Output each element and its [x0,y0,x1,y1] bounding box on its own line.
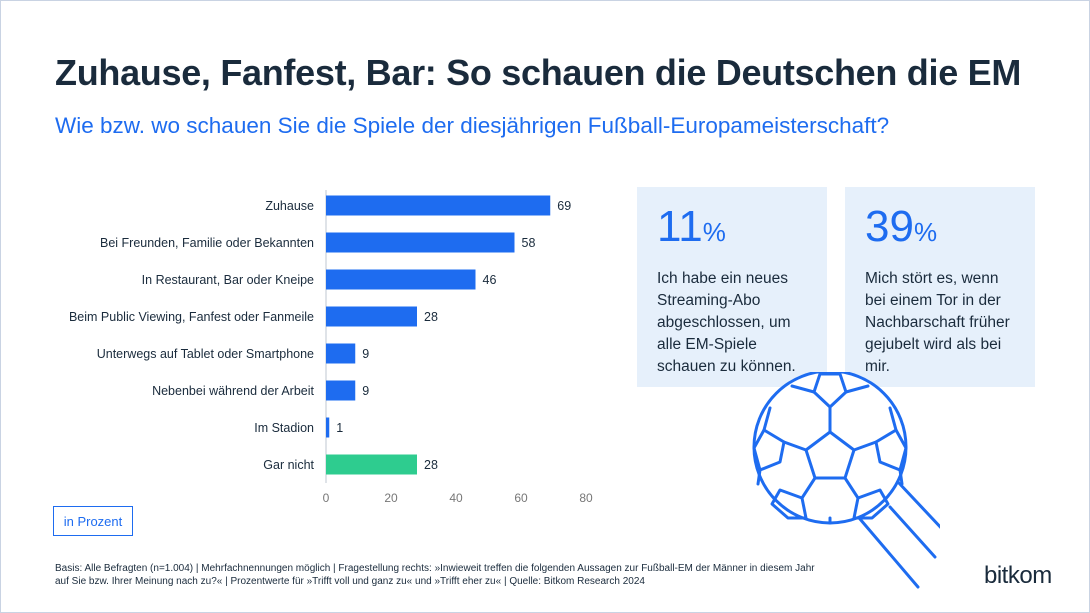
stat-value: 39% [865,203,1015,256]
page-subtitle: Wie bzw. wo schauen Sie die Spiele der d… [55,113,890,138]
bar [326,195,551,216]
category-label: Unterwegs auf Tablet oder Smartphone [97,347,314,361]
stat-text: Mich stört es, wenn bei einem Tor in der… [865,270,1010,375]
bar-chart: Zuhause 69 Bei Freunden, Familie oder Beka… [69,190,593,505]
stat-number: 39 [865,202,914,251]
stat-text: Ich habe ein neues Streaming-Abo abgesch… [657,270,796,375]
stat-unit: % [913,217,938,247]
bar [326,306,417,327]
x-tick-label: 60 [514,491,528,505]
bitkom-logo: bitkom [984,562,1052,589]
data-label: 58 [522,236,536,250]
page-title: Zuhause, Fanfest, Bar: So schauen die De… [55,52,1022,93]
category-label: Zuhause [265,199,314,213]
x-tick-label: 20 [384,491,398,505]
bar [326,343,356,364]
category-label: Bei Freunden, Familie oder Bekannten [100,236,314,250]
bar [326,269,476,290]
data-label: 9 [362,384,369,398]
bar [326,454,417,475]
x-tick-label: 40 [449,491,463,505]
category-label: Gar nicht [263,458,314,472]
bar [326,417,330,438]
category-label: Im Stadion [254,421,314,435]
stat-card-cheering: 39% Mich stört es, wenn bei einem Tor in… [845,187,1035,387]
stat-value: 11% [657,203,807,256]
category-label: Beim Public Viewing, Fanfest oder Fanmei… [69,310,314,324]
stat-number: 11 [657,202,703,251]
stat-unit: % [702,217,726,247]
bar [326,380,356,401]
x-tick-label: 80 [579,491,593,505]
data-label: 46 [483,273,497,287]
bar [326,232,515,253]
category-label: Nebenbei während der Arbeit [152,384,314,398]
soccer-ball-icon [752,372,940,589]
category-label: In Restaurant, Bar oder Kneipe [142,273,314,287]
unit-label: in Prozent [53,506,133,536]
data-label: 69 [557,199,571,213]
data-label: 9 [362,347,369,361]
x-tick-label: 0 [323,491,330,505]
data-label: 28 [424,458,438,472]
data-label: 1 [336,421,343,435]
footnote: Basis: Alle Befragten (n=1.004) | Mehrfa… [55,563,815,587]
data-label: 28 [424,310,438,324]
stat-card-streaming: 11% Ich habe ein neues Streaming-Abo abg… [637,187,827,387]
